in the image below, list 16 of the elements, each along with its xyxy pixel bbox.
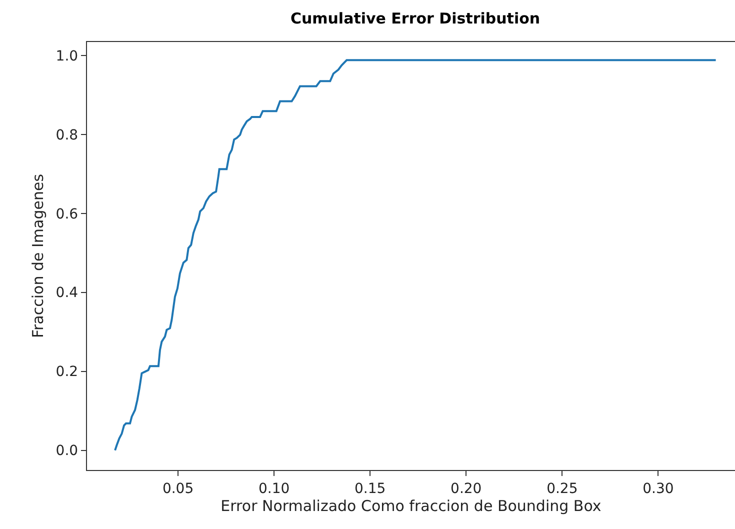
y-tick-label: 0.2 xyxy=(56,364,78,380)
y-tick-label: 0.8 xyxy=(56,127,78,144)
line-series xyxy=(114,59,717,452)
x-tick-label: 0.15 xyxy=(354,480,386,497)
x-tick-label: 0.10 xyxy=(258,480,290,497)
x-tick-label: 0.30 xyxy=(642,480,674,497)
y-tick-label: 0.4 xyxy=(56,285,78,302)
x-tick-label: 0.25 xyxy=(546,480,578,497)
x-tick-label: 0.20 xyxy=(450,480,482,497)
x-axis-title: Error Normalizado Como fraccion de Bounding Box xyxy=(220,496,602,515)
y-tick-label: 1.0 xyxy=(56,48,78,64)
y-tick-label: 0.6 xyxy=(56,206,78,222)
x-tick-label: 0.05 xyxy=(162,480,194,497)
chart-title: Cumulative Error Distribution xyxy=(290,10,540,28)
y-axis-title: Fraccion de Imagenes xyxy=(29,174,48,338)
y-tick-label: 0.0 xyxy=(56,443,78,460)
